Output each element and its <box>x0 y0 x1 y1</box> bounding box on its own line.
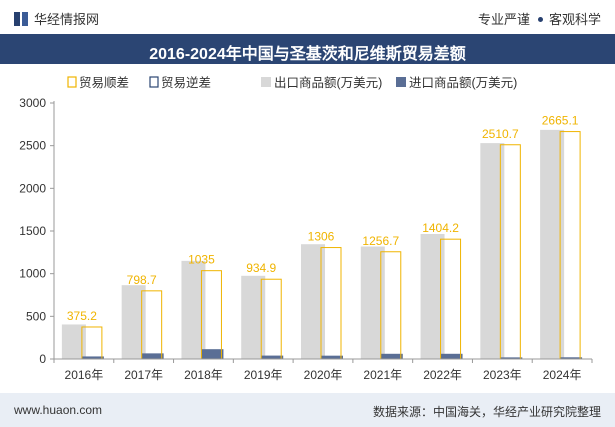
y-tick-label: 1500 <box>19 224 46 238</box>
title-bar: 2016-2024年中国与圣基茨和尼维斯贸易差额 <box>0 34 615 64</box>
data-label: 934.9 <box>246 261 276 275</box>
legend-swatch-1 <box>149 76 159 88</box>
legend-label-0: 贸易顺差 <box>79 76 129 90</box>
import-bar <box>201 349 224 359</box>
data-label: 1404.2 <box>422 221 459 235</box>
brand-logo-icon <box>14 11 28 26</box>
legend-label-2: 出口商品额(万美元) <box>274 75 382 90</box>
import-bar <box>81 356 104 359</box>
import-bar <box>380 353 403 359</box>
y-tick-label: 2500 <box>19 139 46 153</box>
export-bar <box>121 285 146 359</box>
y-tick-label: 3000 <box>19 96 46 110</box>
legend-swatch-2 <box>261 77 271 87</box>
data-source: 数据来源：中国海关，华经产业研究院整理 <box>372 405 601 419</box>
legend-swatch-0 <box>67 76 77 88</box>
x-tick-label: 2018年 <box>184 368 223 382</box>
data-label: 1035 <box>188 253 215 267</box>
slogan-right: 客观科学 <box>548 12 601 27</box>
x-axis: 2016年 2017年 2018年 2019年 2020年 2021年 2022年 2023年… <box>53 358 593 382</box>
chart-title: 2016-2024年中国与圣基茨和尼维斯贸易差额 <box>149 46 466 63</box>
import-bar <box>261 355 284 359</box>
y-tick-label: 0 <box>39 352 46 366</box>
top-bar: 华经情报网 专业严谨 客观科学 <box>0 0 615 34</box>
chart: 贸易顺差 贸易逆差 出口商品额(万美元) 进口商品额(万美元) 0 500 1000 150… <box>19 75 593 382</box>
x-tick-label: 2020年 <box>304 368 343 382</box>
bars: 375.2 798.7 1035 934.9 1306 1256.7 1404.2 2510.… <box>61 114 583 360</box>
y-axis: 0 500 1000 1500 2000 2500 3000 <box>19 96 55 366</box>
site-url: www.huaon.com <box>14 403 103 417</box>
legend: 贸易顺差 贸易逆差 出口商品额(万美元) 进口商品额(万美元) <box>67 75 517 90</box>
brand: 华经情报网 <box>14 9 99 28</box>
legend-label-1: 贸易逆差 <box>161 75 211 90</box>
export-bar <box>61 324 86 359</box>
y-tick-label: 2000 <box>19 181 46 195</box>
x-tick-label: 2019年 <box>244 368 283 382</box>
data-label: 1256.7 <box>362 234 399 248</box>
footer: www.huaon.com 数据来源：中国海关，华经产业研究院整理 <box>0 393 615 427</box>
data-label: 2665.1 <box>542 114 579 128</box>
data-label: 798.7 <box>127 273 157 287</box>
import-bar <box>141 353 164 359</box>
legend-swatch-3 <box>396 77 406 87</box>
x-tick-label: 2022年 <box>423 368 462 382</box>
y-tick-label: 1000 <box>19 267 46 281</box>
data-label: 2510.7 <box>482 127 519 141</box>
data-label: 1306 <box>308 230 335 244</box>
brand-name: 华经情报网 <box>34 12 100 27</box>
x-tick-label: 2016年 <box>65 368 104 382</box>
import-bar <box>440 353 463 359</box>
legend-label-3: 进口商品额(万美元) <box>409 75 517 90</box>
import-bar <box>500 357 523 359</box>
slogan-dot-icon <box>537 17 543 23</box>
slogan-left: 专业严谨 <box>477 12 530 27</box>
import-bar <box>321 355 343 359</box>
data-label: 375.2 <box>67 309 97 323</box>
x-tick-label: 2024年 <box>543 368 582 382</box>
slogan: 专业严谨 客观科学 <box>478 9 601 28</box>
y-tick-label: 500 <box>26 309 46 323</box>
x-tick-label: 2023年 <box>483 368 522 382</box>
x-tick-label: 2021年 <box>363 368 402 382</box>
x-tick-label: 2017年 <box>124 368 163 382</box>
import-bar <box>560 357 583 359</box>
